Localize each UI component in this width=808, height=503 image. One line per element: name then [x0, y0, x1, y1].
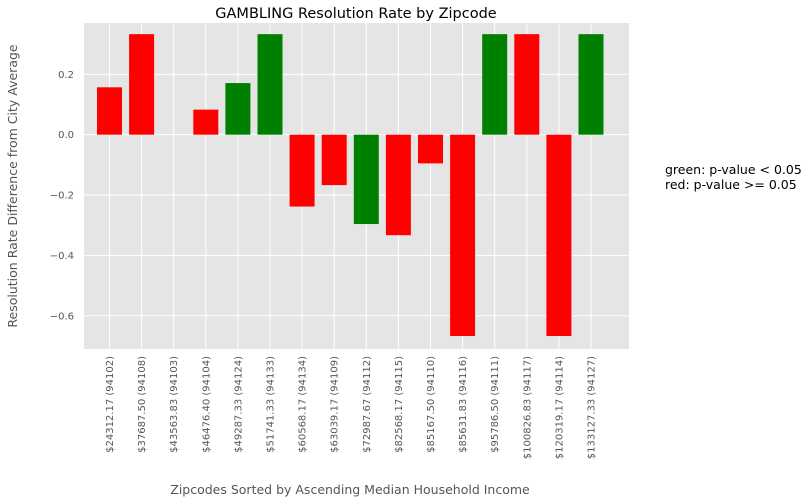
x-tick-label-15: $133127.33 (94127): [587, 356, 598, 459]
y-axis-label: Resolution Rate Difference from City Ave…: [5, 44, 20, 328]
bars-group: [97, 34, 604, 337]
x-tick-label-8: $72987.67 (94112): [362, 356, 373, 453]
bar-4: [225, 83, 251, 135]
bar-10: [418, 134, 443, 164]
x-tick-label-6: $60568.17 (94134): [298, 356, 309, 453]
y-tick-label-0: 0.2: [58, 70, 74, 81]
x-tick-label-1: $37687.50 (94108): [137, 356, 148, 453]
chart-title: GAMBLING Resolution Rate by Zipcode: [215, 6, 496, 22]
bar-12: [482, 34, 508, 135]
bar-14: [546, 134, 572, 337]
x-tick-label-10: $85167.50 (94110): [426, 356, 437, 453]
x-tick-label-12: $95786.50 (94111): [490, 356, 501, 453]
bar-9: [385, 134, 411, 236]
bar-15: [578, 34, 604, 135]
bar-8: [353, 134, 379, 225]
x-tick-label-4: $49287.33 (94124): [233, 356, 244, 453]
bar-7: [321, 134, 347, 186]
bar-5: [257, 34, 283, 135]
x-tick-label-2: $43563.83 (94103): [169, 356, 180, 453]
y-tick-labels: 0.2 0.0 −0.2 −0.4 −0.6: [50, 70, 74, 322]
bar-1: [129, 34, 155, 135]
bar-3: [193, 109, 219, 135]
annotation-green: green: p-value < 0.05: [665, 162, 802, 177]
x-tick-label-0: $24312.17 (94102): [105, 356, 116, 453]
annotation-red: red: p-value >= 0.05: [665, 177, 797, 192]
x-tick-label-11: $85631.83 (94116): [458, 356, 469, 453]
x-tick-label-7: $63039.17 (94109): [330, 356, 341, 453]
x-tick-label-14: $120319.17 (94114): [554, 356, 565, 459]
bar-13: [514, 34, 540, 135]
x-tick-label-13: $100826.83 (94117): [522, 356, 533, 459]
y-tick-label-3: −0.4: [50, 251, 74, 262]
x-tick-label-3: $46476.40 (94104): [201, 356, 212, 453]
y-tick-label-1: 0.0: [58, 130, 74, 141]
x-tick-label-5: $51741.33 (94133): [266, 356, 277, 453]
y-tick-label-4: −0.6: [50, 311, 74, 322]
bar-0: [97, 87, 122, 135]
y-tick-label-2: −0.2: [50, 191, 74, 202]
bar-11: [450, 134, 476, 337]
x-tick-labels: $24312.17 (94102) $37687.50 (94108) $43563…: [105, 356, 598, 459]
bar-6: [289, 134, 315, 207]
x-tick-label-9: $82568.17 (94115): [394, 356, 405, 453]
x-axis-label: Zipcodes Sorted by Ascending Median Hous…: [170, 482, 530, 497]
